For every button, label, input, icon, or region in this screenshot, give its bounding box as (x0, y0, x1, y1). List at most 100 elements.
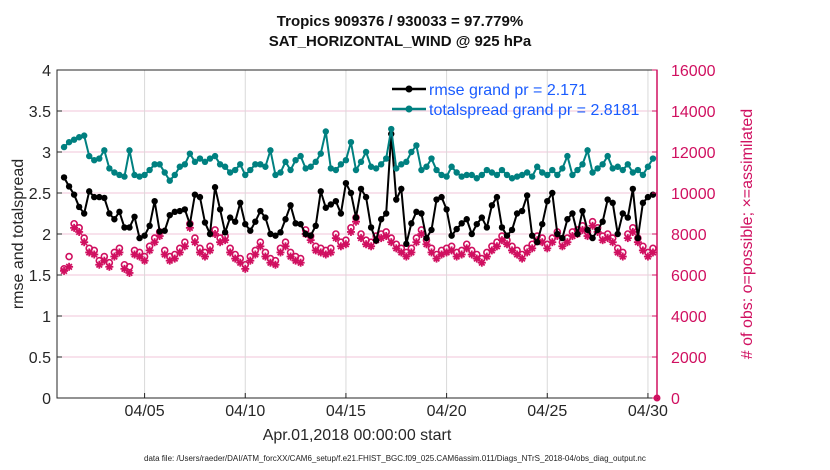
rmse-marker (458, 220, 465, 227)
totalspread-marker (528, 173, 536, 180)
star-stroke (121, 265, 128, 273)
obs-assimilated-marker (417, 230, 426, 238)
rmse-marker (211, 184, 219, 191)
legend-totalspread-marker (405, 105, 413, 113)
rmse-marker (317, 188, 324, 195)
rmse-marker (433, 196, 440, 203)
totalspread-marker (594, 165, 601, 172)
star-stroke (397, 249, 405, 256)
y-tick-label: 3 (42, 145, 51, 162)
rmse-marker (644, 193, 652, 201)
obs-assimilated-marker (623, 234, 632, 243)
rmse-marker (312, 222, 319, 229)
obs-assimilated-marker (648, 248, 657, 257)
star-stroke (266, 259, 274, 267)
rmse-marker (322, 204, 329, 211)
totalspread-marker (201, 158, 209, 166)
star-stroke (65, 263, 73, 271)
totalspread-marker (332, 166, 340, 174)
star-stroke (498, 236, 506, 244)
star-stroke (297, 259, 305, 267)
rmse-marker (649, 191, 657, 198)
totalspread-marker (549, 166, 556, 174)
x-tick-label: 04/10 (225, 403, 265, 420)
rmse-marker (277, 229, 284, 236)
obs-assimilated-marker (477, 258, 486, 267)
obs-assimilated-marker (346, 227, 355, 236)
rmse-marker (96, 193, 103, 201)
star-stroke (619, 253, 627, 260)
chart-title-line2: SAT_HORIZONTAL_WIND @ 925 hPa (269, 33, 532, 50)
star-stroke (563, 238, 571, 246)
rmse-marker (242, 220, 249, 228)
rmse-marker (418, 210, 425, 217)
rmse-marker (574, 230, 581, 238)
totalspread-marker (644, 163, 652, 170)
totalspread-marker (65, 138, 73, 146)
totalspread-marker (96, 155, 103, 162)
rmse-marker (518, 207, 526, 215)
totalspread-marker (438, 171, 445, 179)
rmse-marker (352, 214, 360, 221)
obs-assimilated-marker (246, 256, 255, 265)
y-right-tick-label: 4000 (671, 309, 707, 326)
obs-assimilated-marker (261, 252, 270, 261)
totalspread-marker (106, 165, 113, 172)
star-stroke (624, 234, 632, 242)
totalspread-marker (388, 125, 395, 133)
totalspread-marker (398, 161, 405, 168)
rmse-marker (146, 222, 153, 229)
rmse-marker (101, 194, 108, 202)
totalspread-marker (544, 171, 551, 179)
legend-rmse-marker (405, 85, 413, 93)
obs-assimilated-marker (367, 242, 376, 251)
rmse-marker (201, 219, 209, 226)
totalspread-marker (257, 161, 264, 168)
rmse-marker (181, 206, 189, 213)
totalspread-marker (292, 157, 299, 164)
obs-assimilated-marker (75, 227, 84, 236)
star-stroke (100, 257, 108, 265)
rmse-marker (398, 185, 405, 193)
rmse-marker (609, 199, 616, 207)
totalspread-marker (564, 152, 571, 160)
star-stroke (639, 246, 647, 254)
totalspread-marker (196, 155, 204, 162)
totalspread-marker (131, 171, 138, 179)
rmse-marker (629, 185, 637, 193)
star-stroke (70, 224, 78, 232)
rmse-marker (65, 183, 73, 190)
totalspread-marker (453, 169, 460, 176)
rmse-marker (226, 214, 234, 221)
obs-assimilated-marker (170, 254, 179, 263)
rmse-marker (488, 202, 496, 209)
totalspread-marker (176, 163, 184, 170)
rmse-marker (86, 188, 93, 195)
rmse-marker (176, 207, 184, 215)
x-tick-label: 04/25 (527, 403, 567, 420)
obs-assimilated-marker (100, 256, 109, 265)
obs-assimilated-marker (296, 258, 305, 267)
obs-assimilated-marker (150, 238, 159, 247)
obs-assimilated-marker (140, 256, 149, 265)
obs-assimilated-marker (432, 254, 441, 263)
obs-assimilated-marker (357, 234, 366, 243)
rmse-marker (413, 208, 420, 216)
rmse-marker (171, 208, 178, 216)
totalspread-marker (569, 171, 576, 179)
star-stroke (493, 242, 501, 250)
obs-assimilated-marker (236, 258, 245, 267)
star-stroke (80, 238, 88, 246)
star-stroke (518, 255, 526, 263)
totalspread-marker (493, 171, 501, 179)
totalspread-marker (448, 163, 455, 170)
star-stroke (75, 228, 83, 236)
rmse-marker (453, 225, 460, 233)
rmse-marker (423, 234, 430, 242)
rmse-marker (579, 207, 586, 215)
rmse-marker (75, 203, 83, 211)
rmse-marker (559, 234, 566, 242)
totalspread-marker (161, 169, 168, 176)
rmse-marker (116, 208, 123, 216)
totalspread-marker (141, 171, 148, 179)
